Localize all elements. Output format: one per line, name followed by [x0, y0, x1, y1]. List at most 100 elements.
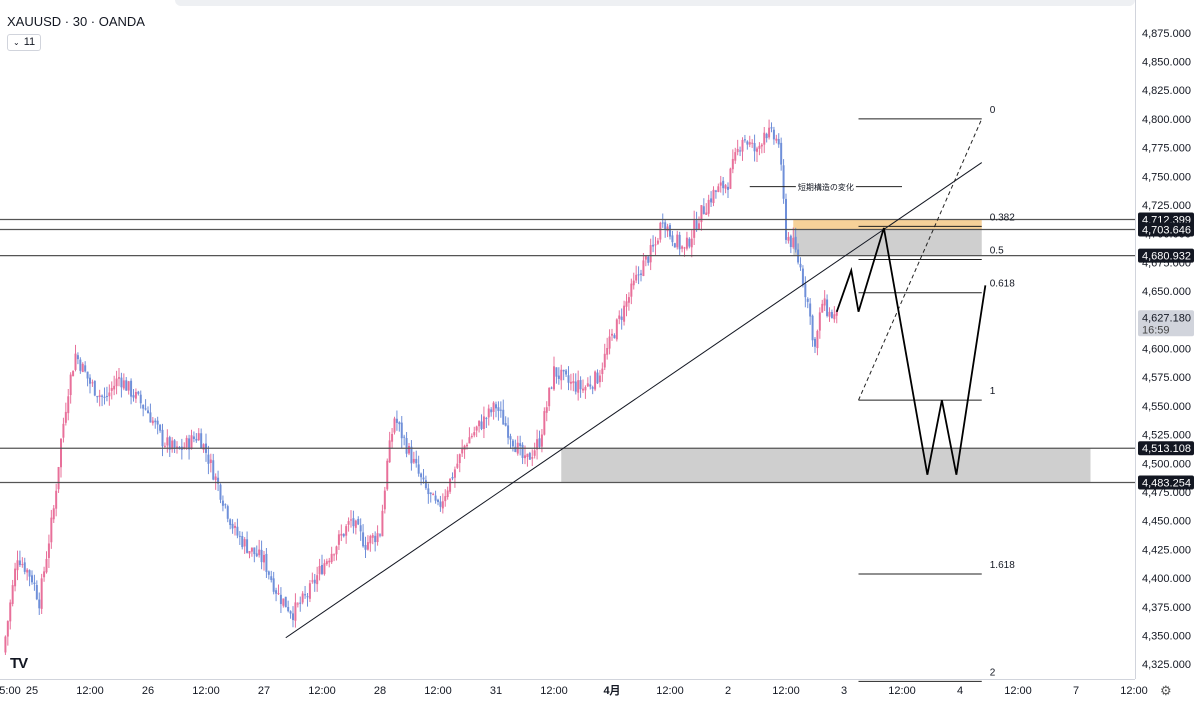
- candle: [263, 550, 265, 571]
- price-badge: 4,483.254: [1138, 475, 1194, 490]
- indicator-toggle-button[interactable]: ⌄ 11: [7, 34, 42, 51]
- candle: [260, 540, 263, 570]
- candle: [277, 584, 280, 596]
- candle: [613, 333, 616, 339]
- candle: [630, 278, 633, 305]
- candle: [685, 231, 688, 251]
- candle: [86, 371, 89, 387]
- candle: [134, 388, 137, 403]
- symbol-title[interactable]: XAUUSD · 30 · OANDA: [7, 14, 145, 29]
- candle: [775, 134, 778, 144]
- time-tick-label: 2: [725, 685, 731, 697]
- candle: [507, 417, 510, 445]
- candle: [594, 370, 597, 392]
- candle: [130, 378, 133, 405]
- time-tick-label: 3: [841, 685, 847, 697]
- candle: [325, 558, 328, 566]
- candle: [217, 470, 220, 492]
- candle: [74, 344, 77, 372]
- candle: [664, 219, 667, 238]
- candle: [569, 373, 572, 391]
- price-tick-label: 4,475.000: [1142, 487, 1191, 499]
- candle: [485, 416, 488, 429]
- candle: [688, 237, 691, 249]
- candle: [504, 416, 507, 427]
- candle: [567, 366, 570, 391]
- price-tick-label: 4,800.000: [1142, 114, 1191, 126]
- candle: [671, 230, 674, 247]
- candle: [432, 492, 435, 496]
- candle: [69, 372, 72, 404]
- candle: [275, 587, 278, 602]
- candle: [340, 524, 343, 542]
- candle: [31, 570, 33, 585]
- candle: [144, 399, 147, 411]
- candle: [625, 294, 628, 317]
- candle: [562, 369, 565, 381]
- candle: [101, 394, 104, 407]
- candle: [497, 401, 500, 421]
- candle: [792, 227, 795, 249]
- candle: [565, 369, 568, 377]
- candle: [492, 401, 495, 420]
- candle: [739, 146, 742, 157]
- candle: [379, 533, 381, 538]
- price-badge: 4,513.108: [1138, 441, 1194, 456]
- candle: [746, 140, 749, 150]
- candle: [311, 572, 314, 584]
- candle: [180, 438, 183, 460]
- candle: [635, 265, 638, 284]
- candle: [132, 389, 135, 402]
- candle: [212, 453, 215, 481]
- candle: [560, 364, 563, 390]
- candle: [299, 596, 302, 612]
- candle: [171, 437, 174, 453]
- candle: [250, 547, 253, 557]
- candle: [388, 431, 391, 463]
- candle: [487, 404, 490, 426]
- candle: [410, 440, 413, 471]
- candle: [550, 386, 553, 390]
- gear-icon[interactable]: ⚙: [1160, 683, 1172, 698]
- candles: [4, 119, 838, 655]
- candle: [480, 414, 483, 431]
- candle: [383, 486, 386, 514]
- candle: [118, 368, 120, 387]
- fibonacci-levels: 0 0.382 0.5 0.618 1 1.618 2: [858, 105, 1015, 682]
- candle: [84, 361, 87, 373]
- candle: [337, 530, 340, 551]
- candle: [64, 402, 67, 426]
- candle: [57, 466, 60, 493]
- time-tick-label: 27: [258, 685, 270, 697]
- candle: [620, 308, 623, 330]
- tradingview-logo-icon[interactable]: TV: [10, 655, 28, 672]
- candle: [328, 557, 331, 568]
- candle: [772, 126, 775, 145]
- fib-diagonal: [858, 118, 983, 401]
- price-tick-label: 4,725.000: [1142, 200, 1191, 212]
- candle: [258, 539, 261, 558]
- price-badge-label: 4,680.932: [1142, 251, 1191, 263]
- time-tick-label: 26: [142, 685, 154, 697]
- candle: [478, 420, 481, 433]
- candle: [470, 433, 473, 439]
- candle: [794, 227, 797, 253]
- candle: [137, 390, 140, 396]
- candle: [729, 167, 732, 190]
- candle: [584, 385, 587, 399]
- candle: [833, 306, 836, 323]
- candle: [511, 438, 514, 452]
- candle: [710, 191, 713, 208]
- candle: [359, 518, 362, 541]
- candle: [400, 416, 403, 449]
- candle: [572, 373, 575, 392]
- candle: [785, 193, 787, 244]
- candle: [333, 553, 336, 562]
- candle: [818, 307, 821, 339]
- candle: [163, 442, 166, 449]
- candle: [441, 493, 444, 514]
- time-axis: 5:00 25 12:00 26 12:00 27 12:00 28 12:00 31 12:00 4…: [0, 684, 1148, 697]
- candle: [395, 410, 398, 431]
- price-badge: 4,680.932: [1138, 248, 1194, 263]
